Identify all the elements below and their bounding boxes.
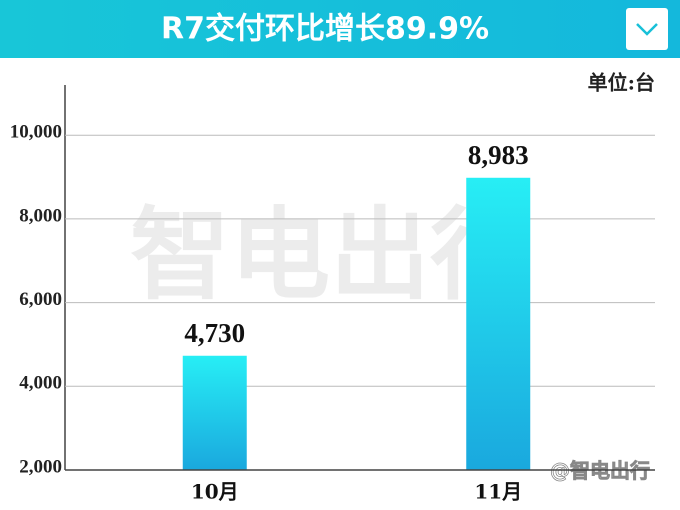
dropdown-button[interactable] bbox=[626, 8, 668, 50]
chart-title: R7交付环比增长89.9% bbox=[161, 12, 489, 47]
value-label: 4,730 bbox=[184, 318, 245, 348]
y-tick-label: 6,000 bbox=[19, 289, 62, 310]
x-tick-label: 11月 bbox=[474, 480, 522, 504]
title-banner bbox=[0, 0, 680, 58]
y-tick-label: 8,000 bbox=[19, 205, 62, 226]
y-tick-label: 4,000 bbox=[19, 373, 62, 394]
x-tick-label: 10月 bbox=[191, 480, 239, 504]
y-tick-label: 2,000 bbox=[19, 456, 62, 477]
y-tick-label: 10,000 bbox=[10, 122, 62, 143]
bar bbox=[182, 355, 247, 470]
unit-label: 单位:台 bbox=[588, 71, 655, 95]
value-label: 8,983 bbox=[468, 140, 529, 170]
watermark: 智电出行 bbox=[130, 196, 530, 313]
bar bbox=[466, 177, 531, 471]
